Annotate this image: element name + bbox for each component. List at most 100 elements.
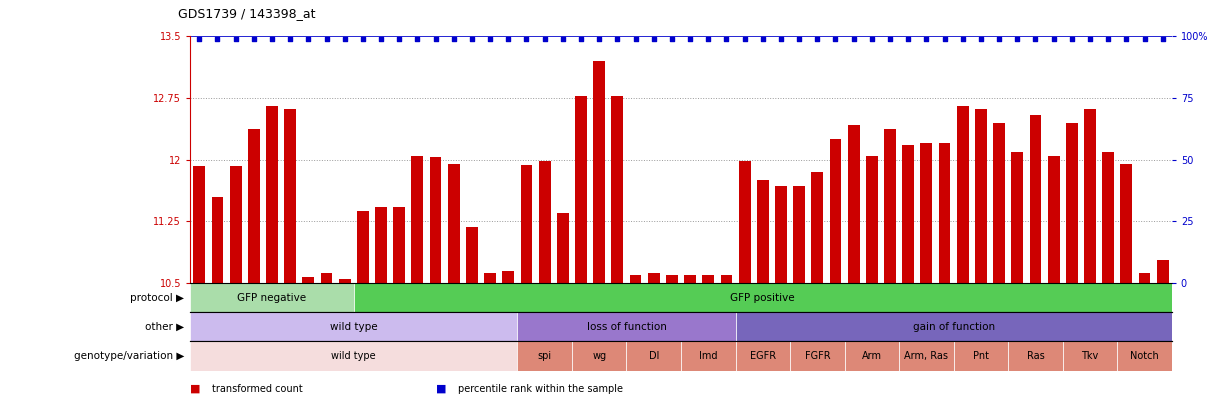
Point [244, 36, 264, 42]
Bar [375, 207, 387, 283]
Point [263, 36, 282, 42]
Bar [902, 145, 914, 283]
Text: FGFR: FGFR [805, 351, 831, 361]
Text: wild type: wild type [330, 322, 378, 332]
Bar [1102, 151, 1114, 283]
Point [826, 36, 845, 42]
Bar [611, 96, 623, 283]
Text: Ras: Ras [1027, 351, 1044, 361]
Bar [975, 109, 987, 283]
Text: EGFR: EGFR [750, 351, 775, 361]
Text: Tkv: Tkv [1081, 351, 1098, 361]
Bar [320, 273, 333, 283]
Point [771, 36, 790, 42]
Point [298, 36, 318, 42]
Point [1026, 36, 1045, 42]
Bar [575, 96, 587, 283]
Bar [594, 61, 605, 283]
Point [935, 36, 955, 42]
Point [844, 36, 864, 42]
Bar [1120, 164, 1133, 283]
Bar [1157, 260, 1168, 283]
Bar [248, 129, 260, 283]
Point [698, 36, 718, 42]
Point [735, 36, 755, 42]
Bar [920, 143, 933, 283]
Text: wg: wg [593, 351, 606, 361]
Bar [629, 275, 642, 283]
Bar [735, 312, 1172, 341]
Bar [411, 156, 423, 283]
Text: transformed count: transformed count [212, 384, 303, 394]
Bar [302, 277, 314, 283]
Bar [539, 162, 551, 283]
Bar [448, 164, 460, 283]
Bar [1085, 109, 1096, 283]
Bar [466, 227, 477, 283]
Bar [557, 213, 569, 283]
Text: ■: ■ [436, 384, 449, 394]
Bar [518, 312, 735, 341]
Bar [520, 165, 533, 283]
Point [753, 36, 773, 42]
Bar [572, 341, 627, 371]
Text: percentile rank within the sample: percentile rank within the sample [458, 384, 622, 394]
Point [663, 36, 682, 42]
Bar [485, 273, 496, 283]
Point [553, 36, 573, 42]
Bar [811, 172, 823, 283]
Bar [1029, 115, 1042, 283]
Bar [885, 128, 896, 283]
Bar [648, 273, 660, 283]
Bar [666, 275, 677, 283]
Bar [502, 271, 514, 283]
Point [1007, 36, 1027, 42]
Point [1098, 36, 1118, 42]
Point [717, 36, 736, 42]
Point [226, 36, 245, 42]
Bar [357, 211, 369, 283]
Point [426, 36, 445, 42]
Bar [720, 275, 733, 283]
Bar [518, 341, 572, 371]
Point [189, 36, 209, 42]
Text: other ▶: other ▶ [145, 322, 184, 332]
Bar [735, 341, 790, 371]
Bar [190, 312, 518, 341]
Point [989, 36, 1009, 42]
Text: Dl: Dl [649, 351, 659, 361]
Bar [1139, 273, 1151, 283]
Bar [829, 139, 842, 283]
Bar [793, 186, 805, 283]
Bar [1066, 123, 1077, 283]
Point [1117, 36, 1136, 42]
Point [917, 36, 936, 42]
Bar [229, 166, 242, 283]
Bar [866, 156, 877, 283]
Text: loss of function: loss of function [587, 322, 666, 332]
Point [335, 36, 355, 42]
Point [680, 36, 699, 42]
Text: ■: ■ [190, 384, 204, 394]
Bar [190, 341, 518, 371]
Text: protocol ▶: protocol ▶ [130, 293, 184, 303]
Point [444, 36, 464, 42]
Point [517, 36, 536, 42]
Text: GFP negative: GFP negative [237, 293, 307, 303]
Bar [1118, 341, 1172, 371]
Point [1135, 36, 1155, 42]
Bar [953, 341, 1009, 371]
Bar [627, 341, 681, 371]
Bar [1063, 341, 1118, 371]
Point [280, 36, 299, 42]
Point [589, 36, 609, 42]
Point [480, 36, 499, 42]
Text: wild type: wild type [331, 351, 377, 361]
Text: Arm: Arm [861, 351, 882, 361]
Point [1153, 36, 1173, 42]
Point [389, 36, 409, 42]
Point [789, 36, 809, 42]
Text: Arm, Ras: Arm, Ras [904, 351, 948, 361]
Bar [739, 162, 751, 283]
Text: spi: spi [537, 351, 552, 361]
